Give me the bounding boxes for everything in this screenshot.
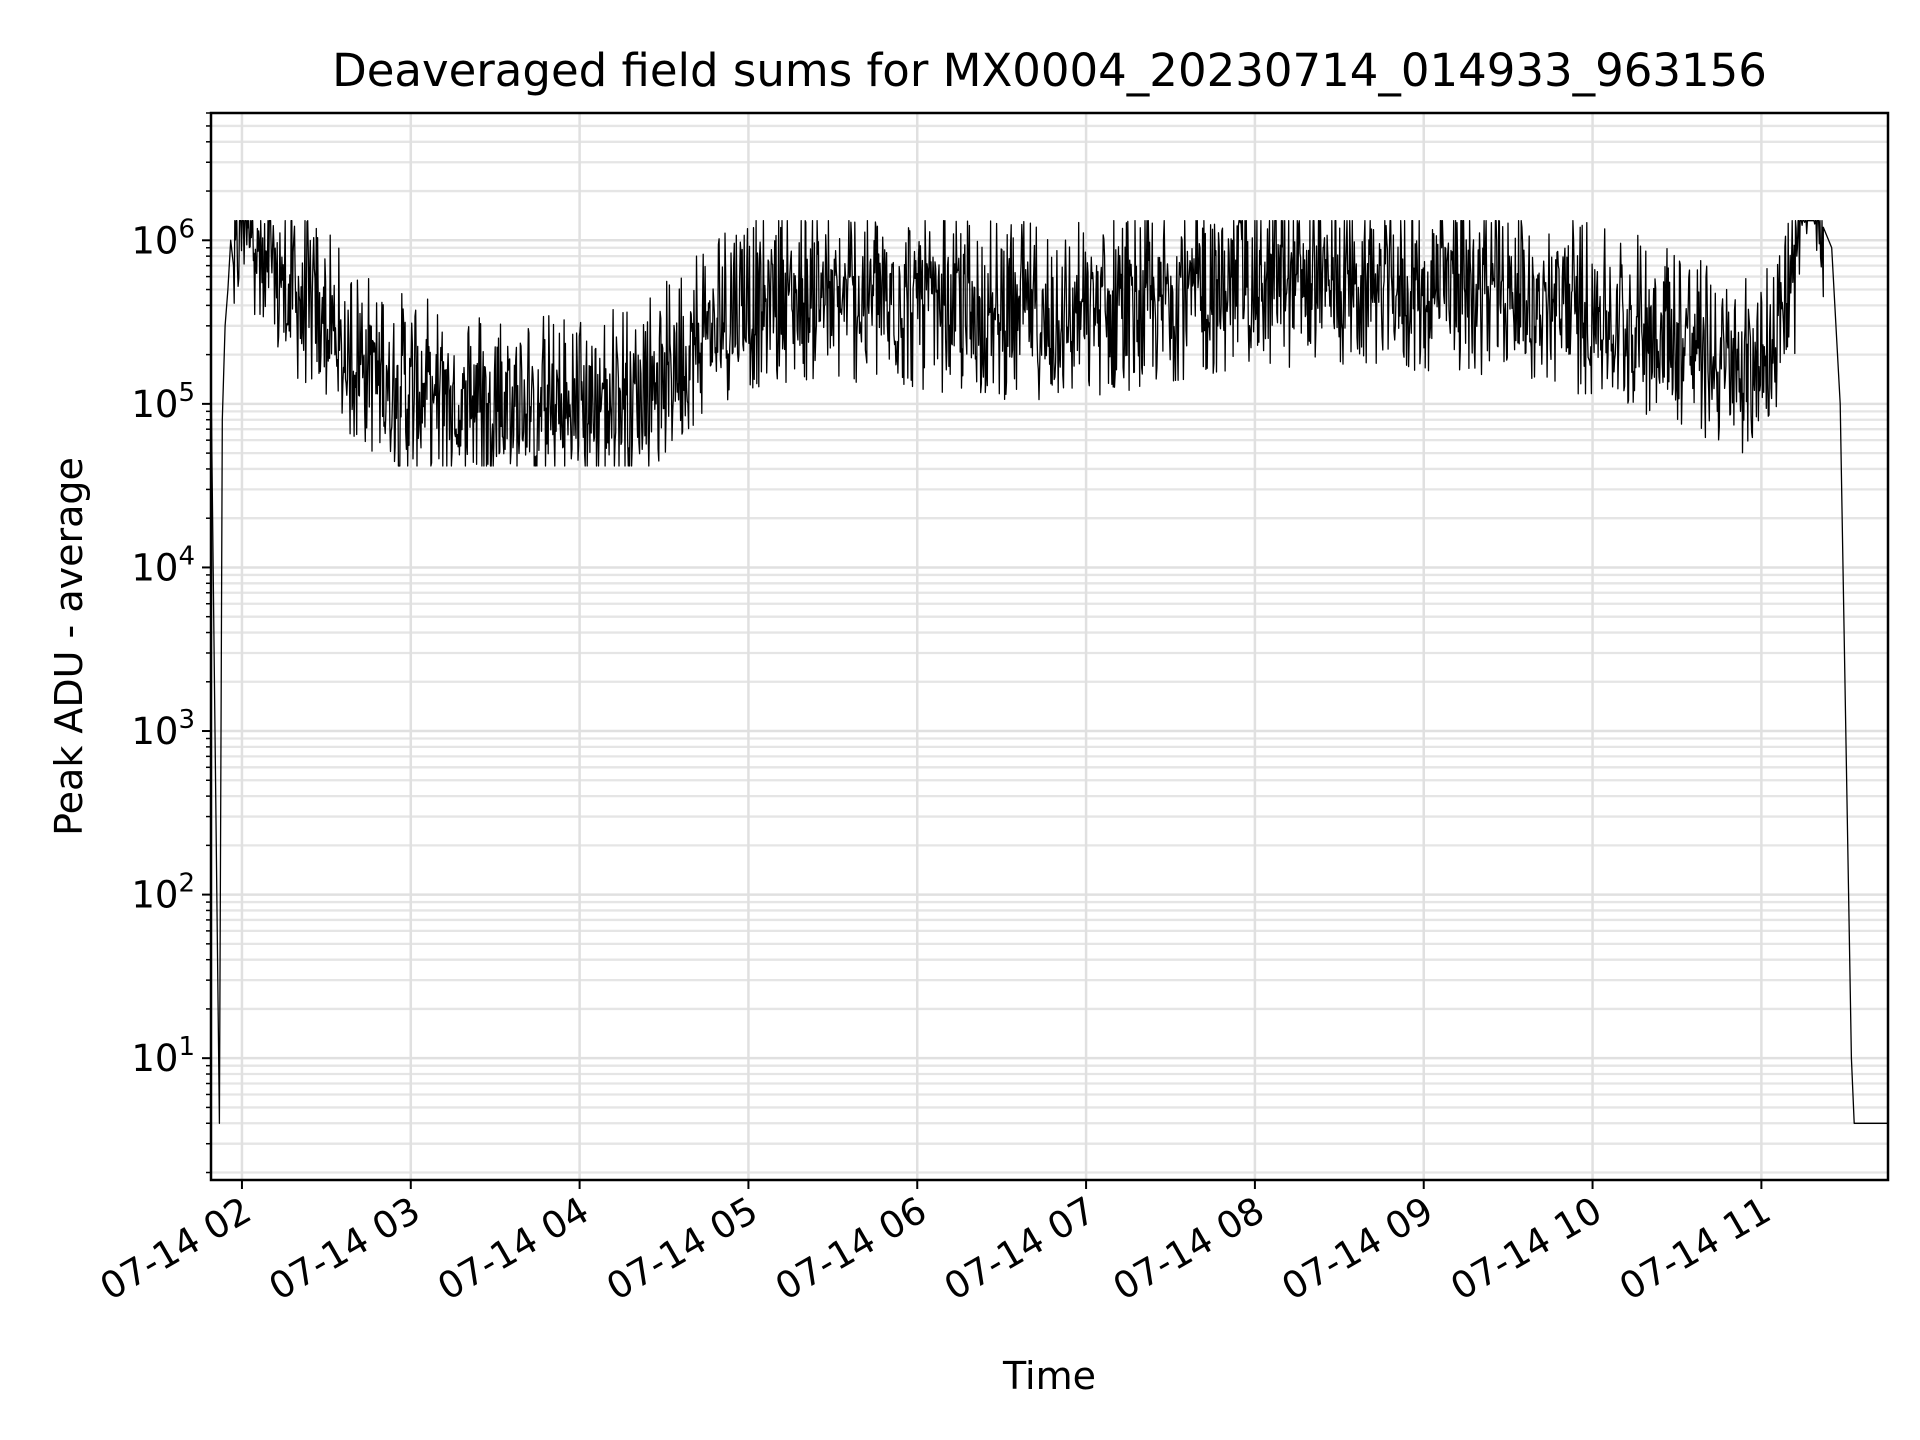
- series-line: [210, 220, 1888, 1124]
- series-layer: [210, 220, 1888, 1124]
- y-tick-label: 102: [131, 869, 195, 917]
- x-tick-label: 07-14 08: [1106, 1189, 1272, 1309]
- x-tick-label: 07-14 04: [431, 1189, 597, 1309]
- x-tick-label: 07-14 06: [768, 1189, 934, 1309]
- y-tick-label: 105: [131, 378, 195, 426]
- grid-layer: [211, 111, 1888, 1180]
- x-axis-label: Time: [1002, 1354, 1096, 1398]
- x-tick-label: 07-14 09: [1275, 1189, 1441, 1309]
- x-tick-label: 07-14 11: [1612, 1189, 1778, 1309]
- y-axis-label: Peak ADU - average: [47, 457, 91, 836]
- x-tick-label: 07-14 03: [262, 1189, 428, 1309]
- x-tick-label: 07-14 10: [1443, 1189, 1609, 1309]
- y-tick-label: 101: [131, 1032, 195, 1080]
- x-tick-label: 07-14 05: [599, 1189, 765, 1309]
- x-tick-label: 07-14 07: [937, 1189, 1103, 1309]
- y-tick-label: 104: [131, 541, 195, 589]
- chart-title: Deaveraged field sums for MX0004_2023071…: [332, 44, 1767, 97]
- y-tick-label: 106: [131, 214, 195, 262]
- plot-frame: [209, 111, 1890, 1182]
- x-tick-label: 07-14 02: [93, 1189, 259, 1309]
- y-tick-label: 103: [131, 705, 195, 753]
